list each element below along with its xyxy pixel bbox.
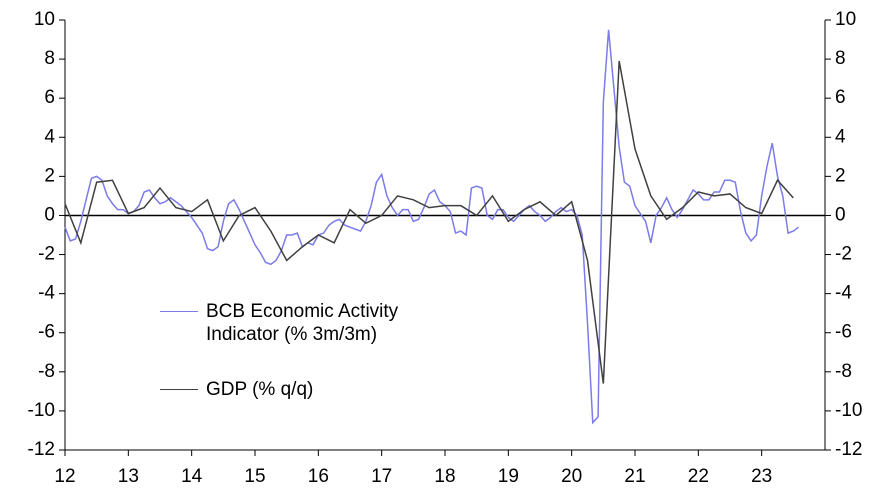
x-tick-label: 20	[561, 466, 582, 487]
legend-entry: BCB Economic Activity Indicator (% 3m/3m…	[160, 300, 476, 346]
legend-swatch	[160, 389, 198, 390]
legend-swatch	[160, 311, 198, 312]
y-tick-label: -2	[38, 244, 55, 265]
y-tick-label: 2	[44, 165, 55, 186]
y2-tick-label: 10	[835, 9, 856, 30]
x-tick-label: 13	[118, 466, 139, 487]
series-line	[64, 60, 794, 384]
y-tick-label: -10	[28, 400, 55, 421]
series-line	[64, 29, 800, 425]
y2-tick-label: -10	[835, 400, 862, 421]
y-tick-label: -8	[38, 361, 55, 382]
y2-tick-label: -6	[835, 322, 852, 343]
y-tick-label: -4	[38, 283, 55, 304]
y2-tick-label: 8	[835, 48, 846, 69]
y-tick-label: 10	[34, 9, 55, 30]
y2-tick-label: 4	[835, 126, 846, 147]
y-tick-label: 6	[44, 87, 55, 108]
x-tick-label: 16	[308, 466, 329, 487]
x-tick-label: 23	[751, 466, 772, 487]
x-tick-label: 17	[371, 466, 392, 487]
x-tick-label: 15	[244, 466, 265, 487]
y-tick-label: -12	[28, 439, 55, 460]
y2-tick-label: 0	[835, 204, 846, 225]
y-tick-label: 8	[44, 48, 55, 69]
y-tick-label: 4	[44, 126, 55, 147]
y2-tick-label: -2	[835, 244, 852, 265]
x-tick-label: 14	[181, 466, 203, 487]
x-tick-label: 12	[54, 466, 75, 487]
y2-tick-label: -12	[835, 439, 862, 460]
y-tick-label: 0	[44, 204, 55, 225]
legend-label: GDP (% q/q)	[206, 379, 314, 400]
x-tick-label: 19	[498, 466, 519, 487]
x-tick-label: 21	[624, 466, 645, 487]
y2-tick-label: 2	[835, 165, 846, 186]
y2-tick-label: -8	[835, 361, 852, 382]
x-tick-label: 22	[688, 466, 709, 487]
y2-tick-label: -4	[835, 283, 852, 304]
legend-entry: GDP (% q/q)	[160, 378, 476, 401]
y-tick-label: -6	[38, 322, 55, 343]
legend-label: BCB Economic Activity Indicator (% 3m/3m…	[206, 301, 399, 345]
y2-tick-label: 6	[835, 87, 846, 108]
x-tick-label: 18	[434, 466, 455, 487]
